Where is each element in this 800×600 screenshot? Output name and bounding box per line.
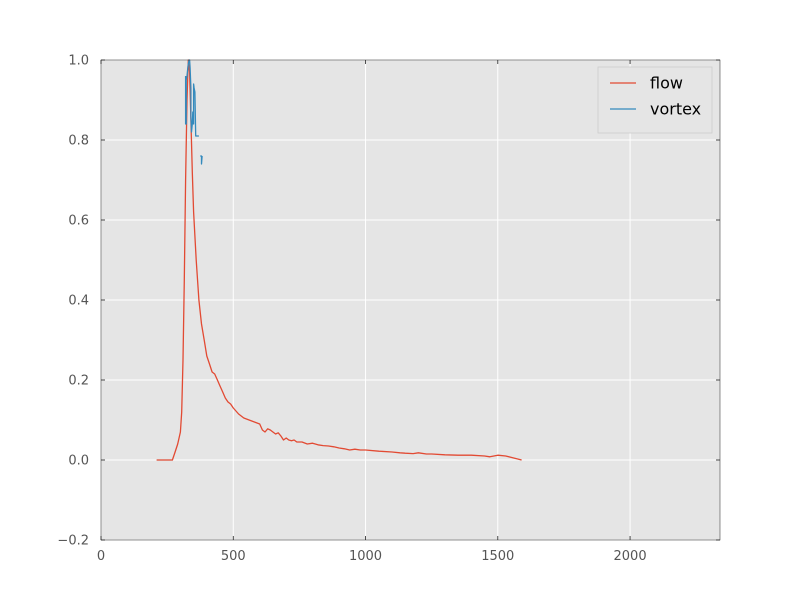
y-tick-label: 1.0 xyxy=(68,54,89,69)
y-tick-label: 0.4 xyxy=(68,294,89,309)
axes: 0 500 1000 1500 2000 −0.2 0.0 0.2 0.4 0.6 0.8 1.0 xyxy=(57,54,721,564)
legend-box xyxy=(597,66,713,134)
legend-label-vortex: vortex xyxy=(650,100,701,119)
x-tick-label: 2000 xyxy=(614,549,647,564)
x-tick-label: 0 xyxy=(97,549,105,564)
grid xyxy=(100,59,720,541)
series-vortex-line-1 xyxy=(200,155,203,165)
x-tick-label: 1500 xyxy=(481,549,514,564)
y-tick-label: 0.2 xyxy=(68,374,89,389)
series-lines xyxy=(156,59,522,461)
legend-label-flow: flow xyxy=(650,74,683,93)
y-tick-label: 0.6 xyxy=(68,214,89,229)
x-tick-label: 500 xyxy=(221,549,246,564)
series-vortex-line-0 xyxy=(184,59,199,137)
legend: flow vortex xyxy=(597,66,713,134)
x-tick-label: 1000 xyxy=(349,549,382,564)
y-tick-label: 0.8 xyxy=(68,134,89,149)
y-tick-label: −0.2 xyxy=(57,534,89,549)
y-tick-label: 0.0 xyxy=(68,454,89,469)
